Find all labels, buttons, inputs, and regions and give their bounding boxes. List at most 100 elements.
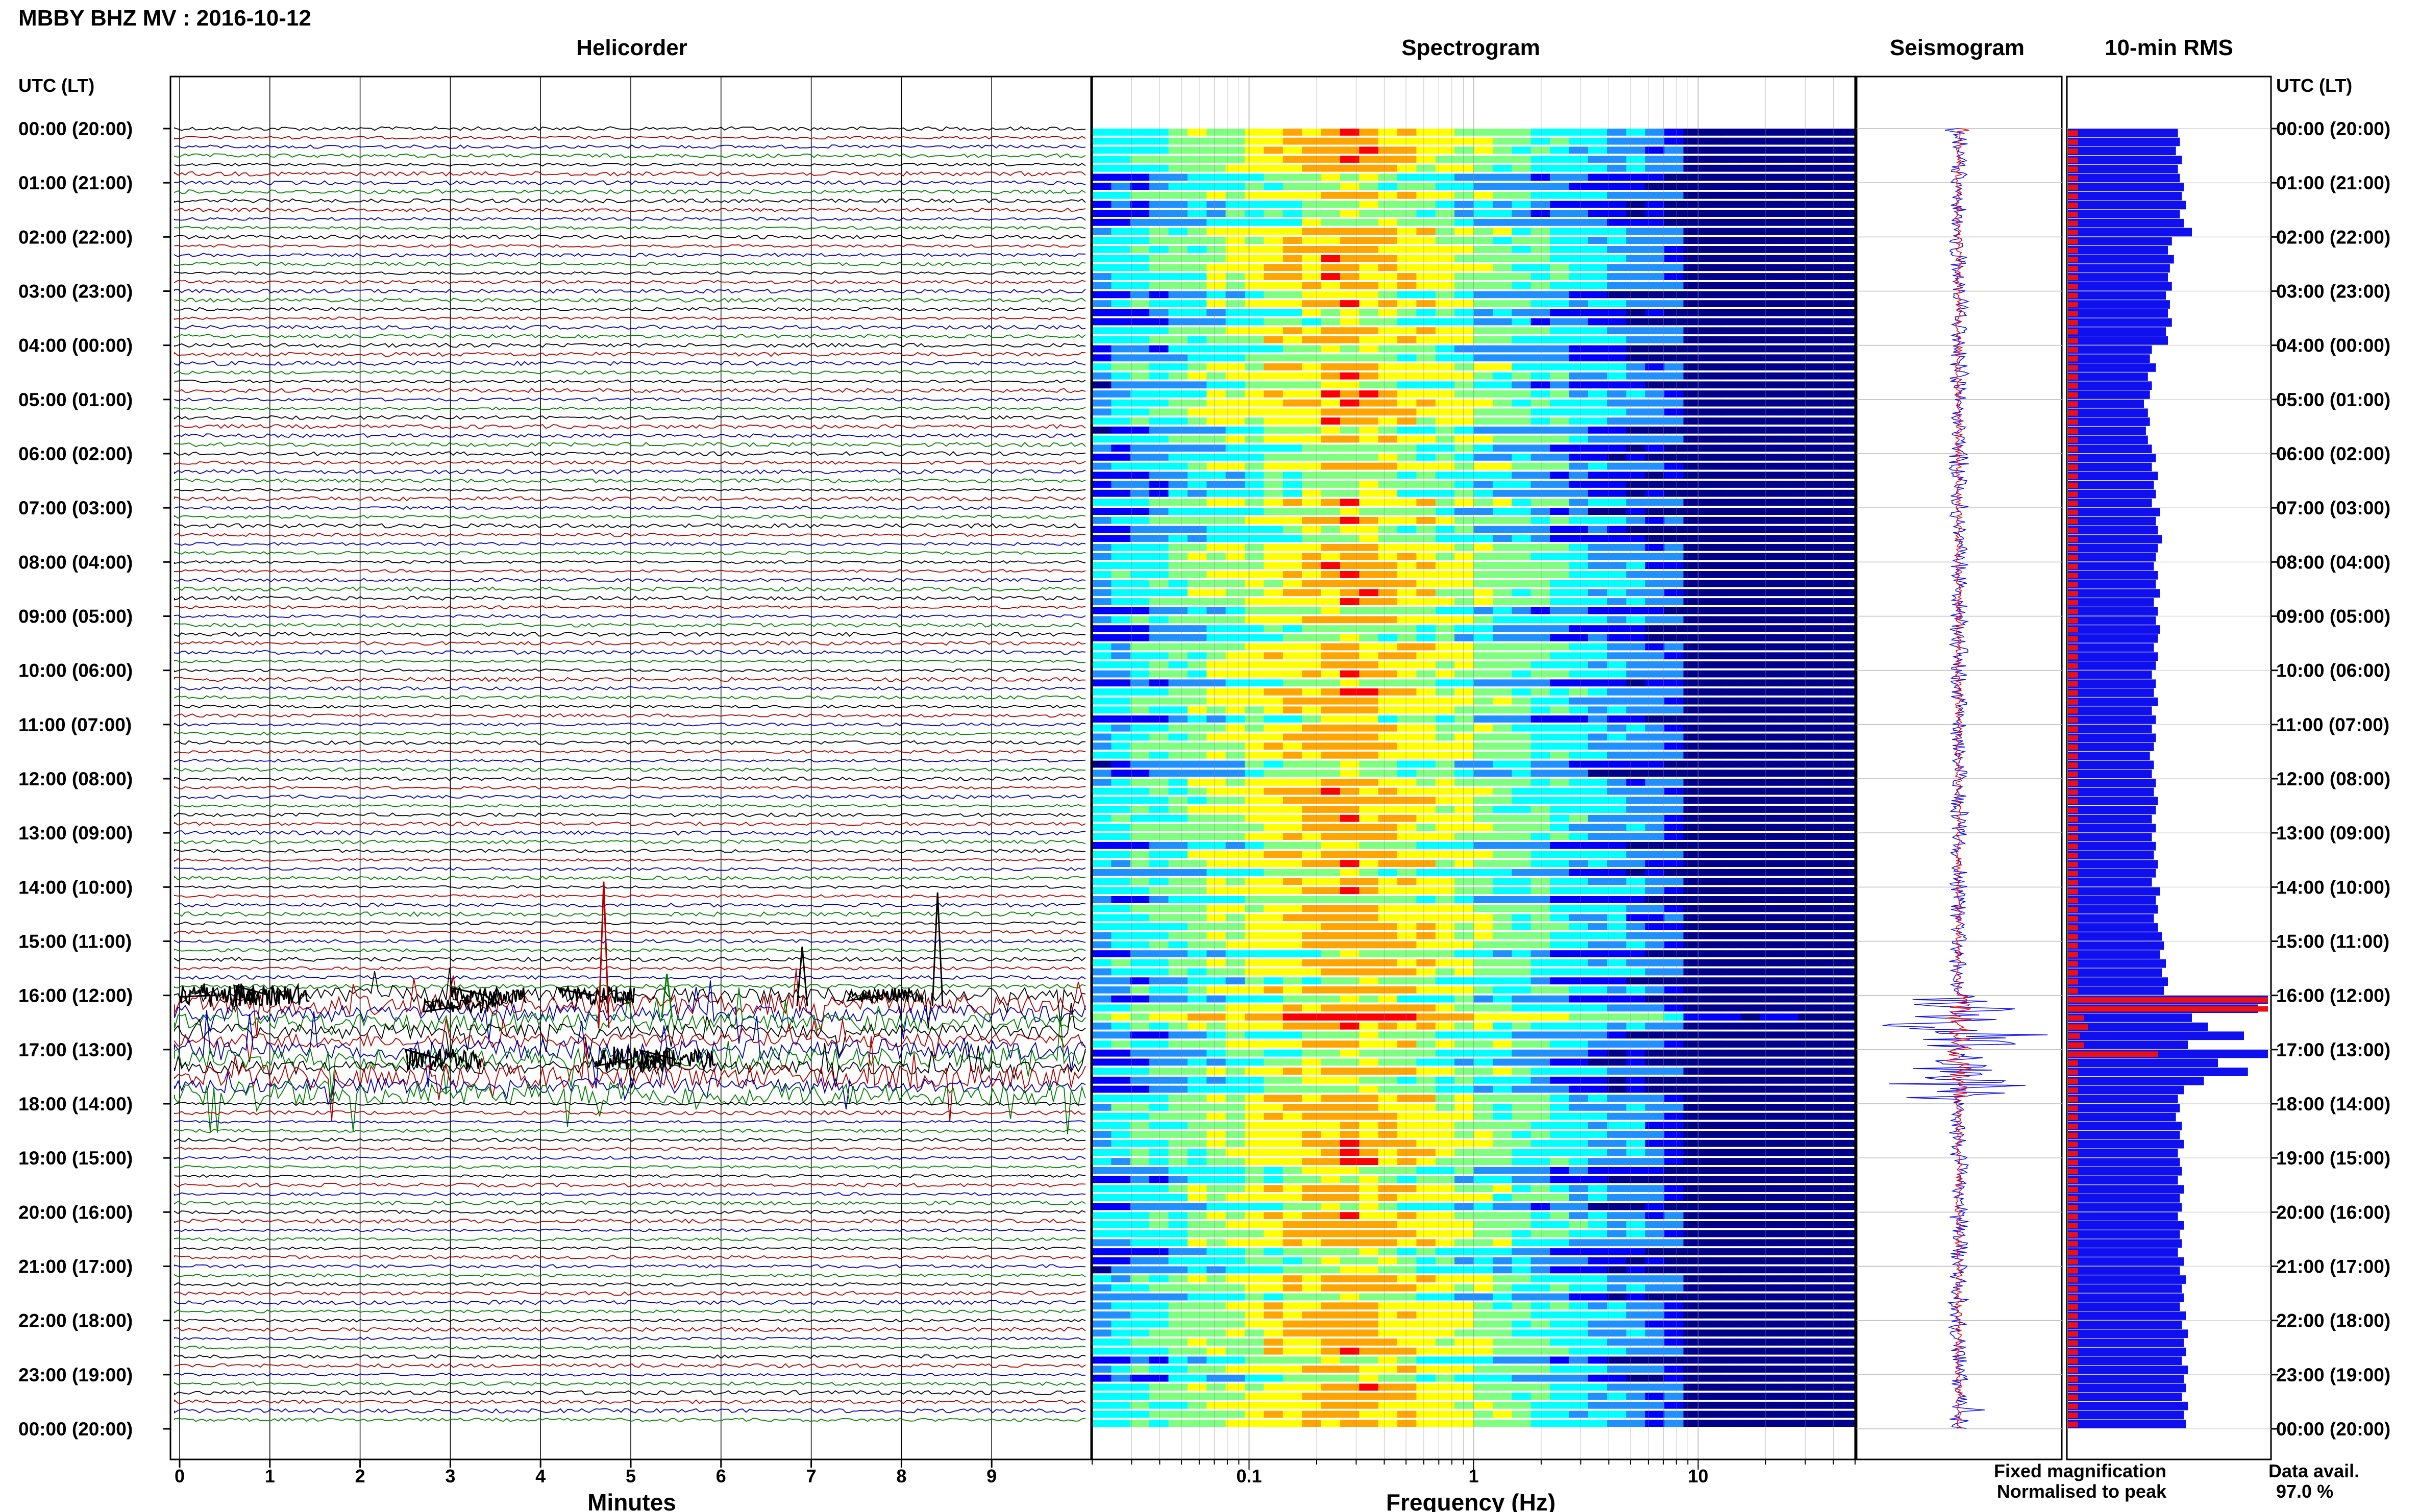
spectrogram-cell [1760,562,1780,569]
spectrogram-cell [1626,526,1646,533]
spectrogram-cell [1359,643,1379,651]
spectrogram-cell [1664,156,1684,163]
spectrogram-cell [1607,715,1627,723]
spectrogram-cell [1416,318,1436,326]
spectrogram-cell [1168,797,1188,804]
spectrogram-cell [1740,1112,1760,1120]
spectrogram-cell [1664,571,1684,578]
spectrogram-cell [1321,607,1341,614]
spectrogram-cell [1340,444,1360,452]
spectrogram-cell [1454,1013,1474,1021]
spectrogram-cell [1111,905,1131,912]
spectrogram-cell [1206,1068,1226,1075]
spectrogram-cell [1492,156,1512,163]
spectrogram-cell [1760,218,1780,226]
spectrogram-cell [1416,1085,1436,1093]
spectrogram-cell [1740,1139,1760,1147]
spectrogram-cell [1683,1004,1703,1012]
spectrogram-cell [1683,228,1703,235]
spectrogram-cell [1302,472,1322,479]
spectrogram-cell [1130,1203,1150,1210]
spectrogram-cell [1492,932,1512,939]
helicorder-trace [174,921,1086,925]
spectrogram-cell [1130,146,1150,154]
spectrogram-cell [1206,543,1226,551]
spectrogram-cell [1264,327,1283,335]
spectrogram-cell [1740,787,1760,795]
spectrogram-cell [1721,869,1741,876]
spectrogram-cell [1740,932,1760,939]
spectrogram-cell [1130,1095,1150,1102]
spectrogram-cell [1111,381,1131,389]
spectrogram-cell [1588,508,1608,515]
spectrogram-cell [1721,941,1741,949]
spectrogram-cell [1607,833,1627,840]
spectrogram-cell [1817,526,1837,533]
spectrogram-cell [1130,1131,1150,1138]
spectrogram-cell [1817,553,1837,560]
helicorder-spike [931,892,944,1006]
spectrogram-cell [1569,1013,1589,1021]
spectrogram-cell [1588,336,1608,343]
spectrogram-cell [1168,968,1188,976]
spectrogram-cell [1760,156,1780,163]
spectrogram-cell [1454,462,1474,470]
spectrogram-cell [1607,580,1627,587]
spectrogram-cell [1550,282,1569,289]
spectrogram-cell [1321,1085,1341,1093]
spectrogram-cell [1378,1068,1398,1075]
spectrogram-cell [1702,372,1722,380]
spectrogram-cell [1149,697,1169,705]
spectrogram-cell [1187,444,1207,452]
spectrogram-cell [1149,941,1169,949]
spectrogram-cell [1206,164,1226,172]
spectrogram-cell [1721,634,1741,641]
spectrogram-cell [1187,417,1207,425]
spectrogram-cell [1797,1176,1817,1183]
spectrogram-cell [1359,770,1379,777]
spectrogram-cell [1836,210,1856,217]
spectrogram-cell [1797,724,1817,732]
helicorder-trace [174,1128,1086,1133]
spectrogram-cell [1797,1004,1817,1012]
spectrogram-cell [1245,1158,1264,1165]
spectrogram-cell [1264,1185,1283,1193]
spectrogram-cell [1416,607,1436,614]
spectrogram-cell [1225,129,1245,136]
spectrogram-cell [1760,399,1780,407]
spectrogram-cell [1607,255,1627,262]
spectrogram-cell [1245,1139,1264,1147]
spectrogram-cell [1454,1031,1474,1039]
spectrogram-cell [1206,1158,1226,1165]
spectrogram-cell [1225,1068,1245,1075]
helicorder-trace [174,1210,1086,1214]
spectrogram-cell [1397,1167,1417,1174]
spectrogram-cell [1817,1158,1837,1165]
spectrogram-cell [1797,715,1817,723]
spectrogram-cell [1588,589,1608,597]
spectrogram-cell [1092,183,1112,190]
spectrogram-cell [1473,1058,1493,1066]
spectrogram-cell [1588,715,1608,723]
spectrogram-cell [1321,381,1341,389]
spectrogram-cell [1492,580,1512,587]
spectrogram-cell [1378,670,1398,678]
spectrogram-cell [1321,905,1341,912]
helicorder-trace [174,839,1086,845]
spectrogram-cell [1607,535,1627,542]
spectrogram-cell [1092,435,1112,443]
spectrogram-cell [1645,787,1665,795]
spectrogram-cell [1149,851,1169,858]
spectrogram-cell [1550,995,1569,1003]
spectrogram-cell [1531,715,1550,723]
spectrogram-cell [1130,589,1150,597]
spectrogram-cell [1282,282,1302,289]
spectrogram-cell [1569,589,1589,597]
spectrogram-cell [1454,724,1474,732]
spectrogram-cell [1626,1122,1646,1129]
spectrogram-cell [1378,354,1398,362]
spectrogram-cell [1588,137,1608,145]
spectrogram-cell [1473,797,1493,804]
spectrogram-cell [1702,408,1722,416]
spectrogram-cell [1702,914,1722,922]
